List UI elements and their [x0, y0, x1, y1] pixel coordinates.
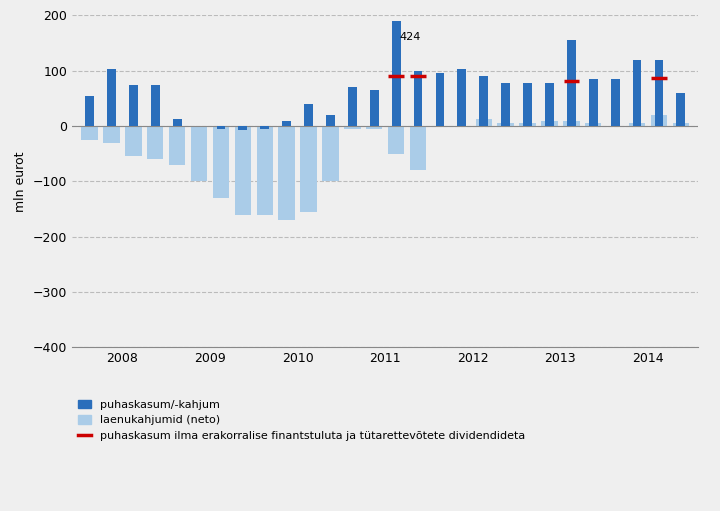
Y-axis label: mln eurot: mln eurot: [14, 151, 27, 212]
Bar: [633, 60, 642, 126]
Bar: [519, 123, 536, 126]
Legend: puhaskasum/-kahjum, laenukahjumid (neto), puhaskasum ilma erakorralise finantstu: puhaskasum/-kahjum, laenukahjumid (neto)…: [78, 400, 525, 441]
Bar: [235, 126, 251, 215]
Bar: [212, 126, 229, 198]
Bar: [388, 126, 405, 154]
Bar: [300, 126, 317, 212]
Bar: [173, 120, 181, 126]
Bar: [147, 126, 163, 159]
Bar: [326, 115, 335, 126]
Bar: [366, 126, 382, 129]
Bar: [81, 126, 98, 140]
Bar: [672, 123, 689, 126]
Bar: [256, 126, 273, 215]
Bar: [85, 96, 94, 126]
Bar: [103, 126, 120, 143]
Bar: [323, 126, 338, 181]
Bar: [501, 83, 510, 126]
Text: 424: 424: [400, 32, 420, 42]
Bar: [344, 126, 361, 129]
Bar: [238, 126, 247, 130]
Bar: [125, 126, 142, 156]
Bar: [392, 21, 400, 126]
Bar: [480, 76, 488, 126]
Bar: [217, 126, 225, 129]
Bar: [151, 84, 160, 126]
Bar: [651, 115, 667, 126]
Bar: [563, 121, 580, 126]
Bar: [279, 126, 295, 220]
Bar: [370, 90, 379, 126]
Bar: [414, 71, 423, 126]
Bar: [436, 74, 444, 126]
Bar: [475, 120, 492, 126]
Bar: [545, 83, 554, 126]
Bar: [523, 83, 532, 126]
Bar: [169, 126, 185, 165]
Bar: [282, 121, 291, 126]
Bar: [567, 40, 576, 126]
Bar: [498, 123, 514, 126]
Bar: [107, 69, 116, 126]
Bar: [304, 104, 313, 126]
Bar: [457, 69, 467, 126]
Bar: [541, 121, 558, 126]
Bar: [191, 126, 207, 181]
Bar: [410, 126, 426, 170]
Bar: [585, 123, 601, 126]
Bar: [654, 60, 663, 126]
Bar: [629, 123, 645, 126]
Bar: [261, 126, 269, 129]
Bar: [677, 93, 685, 126]
Bar: [589, 79, 598, 126]
Bar: [611, 79, 619, 126]
Bar: [348, 87, 356, 126]
Bar: [129, 84, 138, 126]
